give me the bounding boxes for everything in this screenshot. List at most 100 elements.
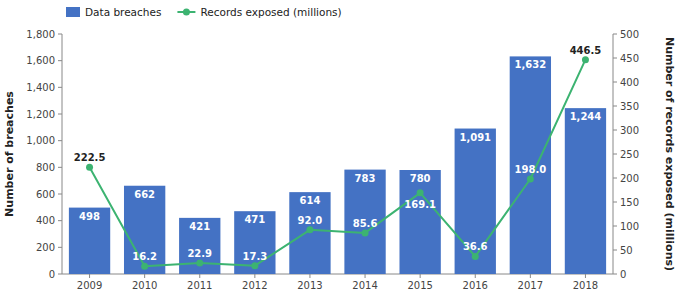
data-label: 498: [79, 211, 100, 222]
tick-label: 1,000: [26, 135, 55, 146]
tick: [613, 34, 617, 35]
tick: [309, 274, 310, 278]
tick: [613, 274, 617, 275]
data-label: 169.1: [404, 199, 436, 210]
tick-label: 450: [620, 53, 639, 64]
data-label: 222.5: [74, 152, 106, 163]
tick: [254, 274, 255, 278]
bar: [510, 56, 551, 274]
tick-label: 350: [620, 101, 639, 112]
tick-label: 0: [49, 269, 55, 280]
tick-label: 50: [620, 245, 633, 256]
y-axis: [62, 34, 63, 274]
tick-label: 2016: [463, 280, 488, 291]
data-labels: 4986624214716147837801,0911,6321,244222.…: [74, 45, 602, 263]
tick: [58, 87, 62, 88]
tick: [613, 202, 617, 203]
bar: [565, 108, 606, 274]
bar: [69, 208, 110, 274]
data-label: 1,632: [515, 59, 547, 70]
marker: [582, 56, 589, 63]
chart: 02004006008001,0001,2001,4001,6001,80005…: [0, 0, 675, 308]
data-label: 614: [300, 195, 321, 206]
data-label: 36.6: [463, 241, 488, 252]
marker: [196, 260, 203, 267]
tick: [58, 220, 62, 221]
tick: [58, 34, 62, 35]
line: [90, 60, 586, 267]
bar: [455, 129, 496, 274]
tick-label: 200: [620, 173, 639, 184]
marker: [527, 175, 534, 182]
tick: [530, 274, 531, 278]
bar: [399, 170, 440, 274]
tick: [58, 247, 62, 248]
data-label: 1,091: [459, 132, 491, 143]
data-label: 446.5: [570, 45, 602, 56]
marker: [251, 262, 258, 269]
marker: [306, 226, 313, 233]
tick: [58, 60, 62, 61]
tick-label: 250: [620, 149, 639, 160]
tick-label: 1,400: [26, 82, 55, 93]
tick-label: 300: [620, 125, 639, 136]
legend-label: Records exposed (millions): [200, 6, 341, 18]
tick: [613, 106, 617, 107]
data-label: 22.9: [187, 248, 212, 259]
tick-label: 2012: [242, 280, 267, 291]
data-label: 198.0: [515, 164, 547, 175]
legend-swatch: [66, 7, 80, 17]
tick: [613, 130, 617, 131]
tick: [613, 154, 617, 155]
tick-label: 1,800: [26, 29, 55, 40]
data-label: 662: [134, 189, 155, 200]
plot-area: [69, 56, 606, 274]
tick-label: 400: [36, 215, 55, 226]
data-label: 92.0: [298, 215, 323, 226]
data-label: 16.2: [132, 251, 157, 262]
data-label: 780: [410, 173, 431, 184]
tick: [144, 274, 145, 278]
tick-label: 500: [620, 29, 639, 40]
tick: [420, 274, 421, 278]
tick-label: 2015: [407, 280, 432, 291]
marker: [141, 263, 148, 270]
tick: [613, 250, 617, 251]
y-axis-title: Number of breaches: [3, 91, 16, 217]
data-label: 85.6: [353, 218, 378, 229]
tick: [89, 274, 90, 278]
legend-swatch: [183, 9, 190, 16]
tick: [365, 274, 366, 278]
bar: [124, 186, 165, 274]
marker: [362, 229, 369, 236]
tick-label: 2010: [132, 280, 157, 291]
tick-label: 200: [36, 242, 55, 253]
data-label: 1,244: [570, 111, 602, 122]
tick: [613, 178, 617, 179]
bar: [179, 218, 220, 274]
data-label: 17.3: [243, 251, 268, 262]
data-label: 783: [355, 173, 376, 184]
tick-label: 600: [36, 189, 55, 200]
tick-label: 2011: [187, 280, 212, 291]
tick: [58, 140, 62, 141]
marker: [472, 253, 479, 260]
tick: [475, 274, 476, 278]
tick-label: 400: [620, 77, 639, 88]
data-label: 421: [189, 221, 210, 232]
tick: [58, 167, 62, 168]
tick-label: 1,600: [26, 55, 55, 66]
y2-axis-title: Number of records exposed (millions): [663, 37, 675, 271]
tick-label: 800: [36, 162, 55, 173]
tick-label: 150: [620, 197, 639, 208]
bar: [289, 192, 330, 274]
tick: [613, 226, 617, 227]
tick: [58, 114, 62, 115]
tick: [613, 58, 617, 59]
tick: [199, 274, 200, 278]
tick-label: 2014: [352, 280, 377, 291]
tick-label: 2018: [573, 280, 598, 291]
tick-label: 100: [620, 221, 639, 232]
legend: Data breachesRecords exposed (millions): [66, 6, 342, 18]
tick-label: 0: [620, 269, 626, 280]
